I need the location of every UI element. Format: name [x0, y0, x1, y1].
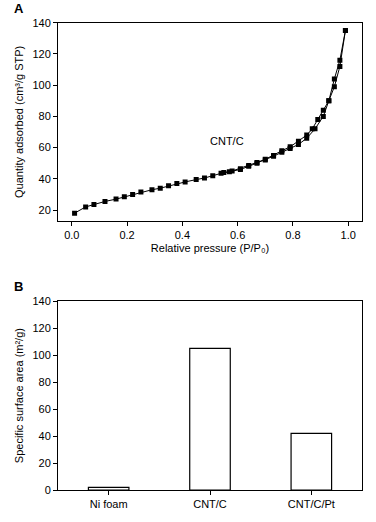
svg-text:Relative pressure (P/P₀): Relative pressure (P/P₀) — [151, 242, 269, 254]
svg-text:140: 140 — [32, 295, 50, 307]
svg-text:120: 120 — [32, 48, 50, 60]
svg-text:80: 80 — [39, 376, 51, 388]
svg-text:B: B — [14, 279, 23, 294]
svg-text:A: A — [14, 1, 24, 16]
svg-text:Ni foam: Ni foam — [90, 498, 128, 510]
svg-text:0.4: 0.4 — [175, 229, 190, 241]
svg-text:Quantity adsorbed (cm³/g STP): Quantity adsorbed (cm³/g STP) — [13, 46, 25, 198]
svg-text:1.0: 1.0 — [341, 229, 356, 241]
svg-text:0: 0 — [45, 484, 51, 496]
svg-text:80: 80 — [39, 110, 51, 122]
svg-text:0.6: 0.6 — [230, 229, 245, 241]
svg-text:100: 100 — [32, 79, 50, 91]
svg-text:40: 40 — [39, 430, 51, 442]
svg-text:40: 40 — [39, 173, 51, 185]
svg-text:0.2: 0.2 — [119, 229, 134, 241]
svg-text:100: 100 — [32, 349, 50, 361]
svg-text:CNT/C: CNT/C — [193, 498, 227, 510]
svg-text:Specific surface area (m²/g): Specific surface area (m²/g) — [13, 328, 25, 463]
svg-text:CNT/C: CNT/C — [210, 135, 244, 147]
svg-text:CNT/C/Pt: CNT/C/Pt — [288, 498, 335, 510]
svg-text:60: 60 — [39, 403, 51, 415]
svg-text:0.0: 0.0 — [64, 229, 79, 241]
svg-text:120: 120 — [32, 322, 50, 334]
svg-text:20: 20 — [39, 204, 51, 216]
svg-text:20: 20 — [39, 457, 51, 469]
svg-text:0.8: 0.8 — [285, 229, 300, 241]
svg-text:140: 140 — [32, 17, 50, 29]
svg-text:60: 60 — [39, 141, 51, 153]
